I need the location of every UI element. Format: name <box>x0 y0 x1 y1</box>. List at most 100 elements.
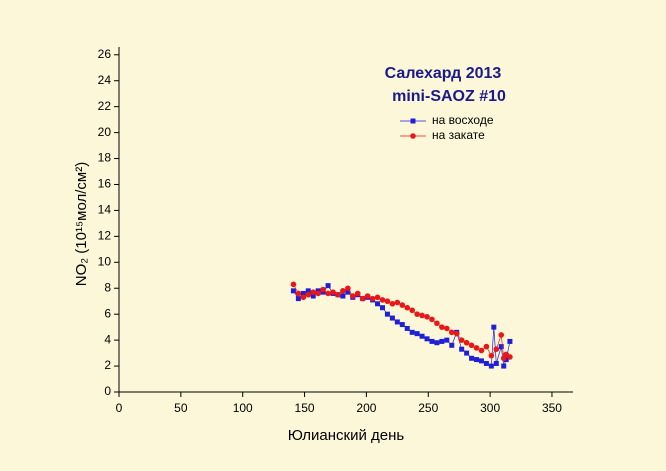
x-tick-label: 100 <box>233 401 253 415</box>
data-point <box>399 322 405 328</box>
data-point <box>320 286 326 293</box>
data-point <box>469 355 475 361</box>
data-point <box>498 332 505 338</box>
data-point <box>379 297 386 303</box>
data-point <box>453 330 460 337</box>
y-tick-label: 24 <box>98 73 112 87</box>
data-point <box>429 338 435 344</box>
data-point <box>325 290 331 297</box>
y-tick-label: 0 <box>104 384 111 398</box>
data-point <box>478 358 484 364</box>
data-point <box>414 331 420 337</box>
data-point <box>340 293 346 299</box>
data-point <box>399 302 406 308</box>
data-point <box>434 340 440 346</box>
data-point <box>300 290 306 296</box>
data-point <box>488 363 494 369</box>
y-tick-label: 10 <box>98 254 112 268</box>
x-tick-label: 0 <box>116 401 123 415</box>
data-point <box>330 289 336 295</box>
data-point <box>375 301 381 307</box>
data-point <box>310 293 316 299</box>
data-point <box>384 311 390 317</box>
x-tick-label: 350 <box>542 401 562 415</box>
data-point <box>429 316 435 323</box>
data-point <box>389 315 395 321</box>
data-point <box>295 290 302 297</box>
y-tick-label: 12 <box>98 229 112 243</box>
y-tick-label: 22 <box>98 99 112 113</box>
data-point <box>493 346 500 352</box>
data-point <box>384 298 391 305</box>
data-point <box>463 339 470 346</box>
y-tick-label: 4 <box>104 332 111 346</box>
x-axis-label: Юлианский день <box>288 427 405 444</box>
data-point <box>409 329 415 335</box>
data-point <box>414 311 420 317</box>
data-point <box>340 288 346 294</box>
data-point <box>359 295 366 302</box>
data-point <box>310 289 317 295</box>
legend-marker <box>410 133 416 139</box>
data-point <box>478 347 485 354</box>
data-point <box>419 312 425 319</box>
data-point <box>424 313 430 320</box>
x-tick-label: 50 <box>174 401 188 415</box>
y-tick-label: 18 <box>98 151 112 165</box>
data-point <box>389 301 396 307</box>
y-tick-label: 2 <box>104 358 111 372</box>
data-point <box>424 336 430 342</box>
data-point <box>300 294 307 301</box>
data-point <box>483 343 490 350</box>
data-point <box>459 346 465 352</box>
data-point <box>498 344 504 350</box>
data-point <box>374 294 381 301</box>
data-point <box>290 281 297 288</box>
data-point <box>305 288 311 294</box>
data-point <box>473 345 480 351</box>
data-point <box>458 337 465 343</box>
x-tick-label: 300 <box>480 401 500 415</box>
data-point <box>444 325 450 332</box>
legend-label: на закате <box>432 128 485 142</box>
x-tick-label: 150 <box>295 401 315 415</box>
y-tick-label: 14 <box>98 203 112 217</box>
data-point <box>295 296 301 302</box>
data-point <box>493 360 499 366</box>
data-point <box>491 324 497 330</box>
data-point <box>474 357 480 363</box>
data-point <box>449 342 455 348</box>
data-point <box>507 338 513 344</box>
data-point <box>335 291 341 298</box>
x-tick-label: 200 <box>356 401 376 415</box>
chart-title: Салехард 2013 <box>385 65 502 82</box>
data-point <box>345 285 351 292</box>
legend-label: на восходе <box>432 113 494 127</box>
data-point <box>507 354 513 360</box>
data-point <box>448 329 455 336</box>
data-point <box>409 307 415 314</box>
y-tick-label: 6 <box>104 306 111 320</box>
data-point <box>394 299 401 306</box>
chart-title: mini-SAOZ #10 <box>392 88 506 105</box>
y-tick-label: 26 <box>98 47 112 61</box>
data-point <box>354 290 361 297</box>
data-point <box>419 333 425 339</box>
data-point <box>488 352 495 359</box>
legend-marker <box>410 118 416 124</box>
y-tick-label: 20 <box>98 125 112 139</box>
data-point <box>434 320 440 327</box>
data-point <box>464 350 470 356</box>
data-point <box>394 319 400 325</box>
data-point <box>439 324 445 330</box>
data-point <box>404 304 411 311</box>
data-point <box>379 305 385 311</box>
data-point <box>345 289 351 295</box>
data-point <box>483 360 489 366</box>
data-point <box>350 293 356 299</box>
data-point <box>290 288 296 294</box>
y-tick-label: 8 <box>104 280 111 294</box>
data-point <box>305 291 312 298</box>
x-tick-label: 250 <box>418 401 438 415</box>
